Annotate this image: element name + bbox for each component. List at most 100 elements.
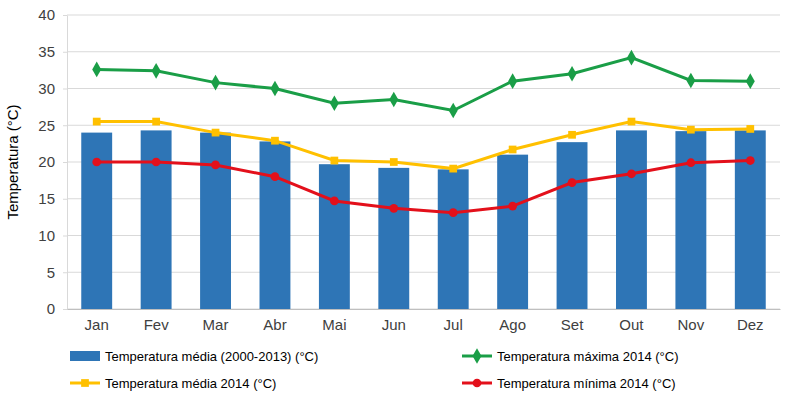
- x-tick-label: Abr: [263, 316, 286, 333]
- x-tick-label: Mar: [203, 316, 229, 333]
- marker: [152, 118, 160, 126]
- x-tick: Out: [619, 309, 644, 333]
- bar: [438, 169, 469, 309]
- bar: [200, 133, 231, 309]
- legend-label: Temperatura média 2014 (°C): [105, 376, 276, 391]
- y-tick: 0: [47, 300, 67, 317]
- legend-label: Temperatura máxima 2014 (°C): [497, 349, 679, 364]
- x-tick: Mar: [203, 309, 229, 333]
- y-tick-mark: [63, 309, 67, 310]
- marker: [93, 118, 101, 126]
- marker: [330, 197, 339, 206]
- line: [97, 58, 751, 111]
- marker: [331, 157, 339, 165]
- x-tick: Ago: [499, 309, 526, 333]
- marker: [508, 202, 517, 211]
- grid-line: [67, 309, 780, 310]
- marker: [449, 165, 457, 173]
- grid-line: [67, 15, 780, 16]
- marker: [568, 66, 577, 82]
- x-tick-label: Dez: [737, 316, 764, 333]
- y-tick: 40: [38, 6, 67, 23]
- bar: [81, 133, 112, 309]
- x-tick-label: Mai: [322, 316, 346, 333]
- legend: Temperatura média (2000-2013) (°C) Temper…: [70, 348, 679, 390]
- y-tick-mark: [63, 125, 67, 126]
- legend-marker: [473, 379, 482, 388]
- y-tick-label: 25: [38, 117, 55, 134]
- x-tick-label: Set: [561, 316, 584, 333]
- x-tick: Mai: [322, 309, 346, 333]
- y-tick-label: 40: [38, 6, 55, 23]
- legend-marker: [473, 348, 482, 364]
- marker: [271, 137, 279, 145]
- y-tick: 35: [38, 43, 67, 60]
- y-tick-mark: [63, 199, 67, 200]
- y-tick-mark: [63, 162, 67, 163]
- plot-marks: [81, 50, 765, 309]
- line: [97, 161, 751, 213]
- y-tick: 5: [47, 264, 67, 281]
- legend-item: Temperatura máxima 2014 (°C): [462, 348, 679, 364]
- marker: [746, 125, 754, 133]
- legend-label: Temperatura mínima 2014 (°C): [497, 376, 676, 391]
- marker: [746, 73, 755, 89]
- marker: [389, 204, 398, 213]
- bar: [378, 168, 409, 309]
- marker: [686, 73, 695, 89]
- y-tick-label: 35: [38, 43, 55, 60]
- y-tick: 25: [38, 117, 67, 134]
- marker: [211, 75, 220, 91]
- y-tick-label: 0: [47, 300, 55, 317]
- bar: [141, 130, 172, 309]
- legend-marker: [81, 379, 89, 387]
- y-axis-line: [67, 16, 68, 310]
- y-tick-label: 15: [38, 190, 55, 207]
- marker: [152, 158, 161, 167]
- x-axis: JanFevMarAbrMaiJunJulAgoSetOutNovDez: [68, 309, 781, 333]
- x-tick: Jul: [444, 309, 463, 333]
- marker: [627, 50, 636, 66]
- x-axis-line: [68, 309, 781, 310]
- y-tick-mark: [63, 15, 67, 16]
- x-tick-label: Jun: [382, 316, 406, 333]
- chart: 0 5 10 15 20 25 30 35 40 Jan Fev Mar Abr Mai Jun Jul Ago…: [0, 0, 789, 401]
- y-tick-mark: [63, 89, 67, 90]
- marker: [270, 81, 279, 97]
- x-tick-label: Ago: [499, 316, 526, 333]
- x-tick: Fev: [144, 309, 170, 333]
- y-tick-label: 30: [38, 80, 55, 97]
- legend-item: Temperatura média 2014 (°C): [70, 376, 276, 391]
- y-tick: 20: [38, 153, 67, 170]
- marker: [568, 178, 577, 187]
- marker: [628, 118, 636, 126]
- legend-swatch: [70, 351, 100, 361]
- marker: [152, 63, 161, 79]
- marker: [746, 156, 755, 165]
- grid-line: [67, 198, 780, 199]
- bar: [319, 164, 350, 309]
- x-tick: Jan: [85, 309, 109, 333]
- y-axis: 0 5 10 15 20 25 30 35 40: [38, 6, 67, 317]
- x-tick-label: Fev: [144, 316, 170, 333]
- legend-item: Temperatura média (2000-2013) (°C): [70, 349, 318, 364]
- line: [97, 122, 751, 169]
- bar: [497, 155, 528, 309]
- grid: [67, 15, 780, 309]
- y-tick-label: 5: [47, 264, 55, 281]
- y-axis-title: Temperatura (°C): [4, 104, 21, 219]
- y-tick-label: 10: [38, 227, 55, 244]
- marker: [508, 73, 517, 89]
- grid-line: [67, 51, 780, 52]
- x-tick-label: Out: [619, 316, 644, 333]
- line-series: [92, 156, 754, 217]
- y-tick: 15: [38, 190, 67, 207]
- marker: [92, 158, 101, 167]
- bar: [735, 130, 766, 309]
- bar: [616, 130, 647, 309]
- marker: [449, 103, 458, 119]
- marker: [568, 131, 576, 139]
- marker: [390, 158, 398, 166]
- marker: [449, 208, 458, 217]
- bar: [260, 141, 291, 309]
